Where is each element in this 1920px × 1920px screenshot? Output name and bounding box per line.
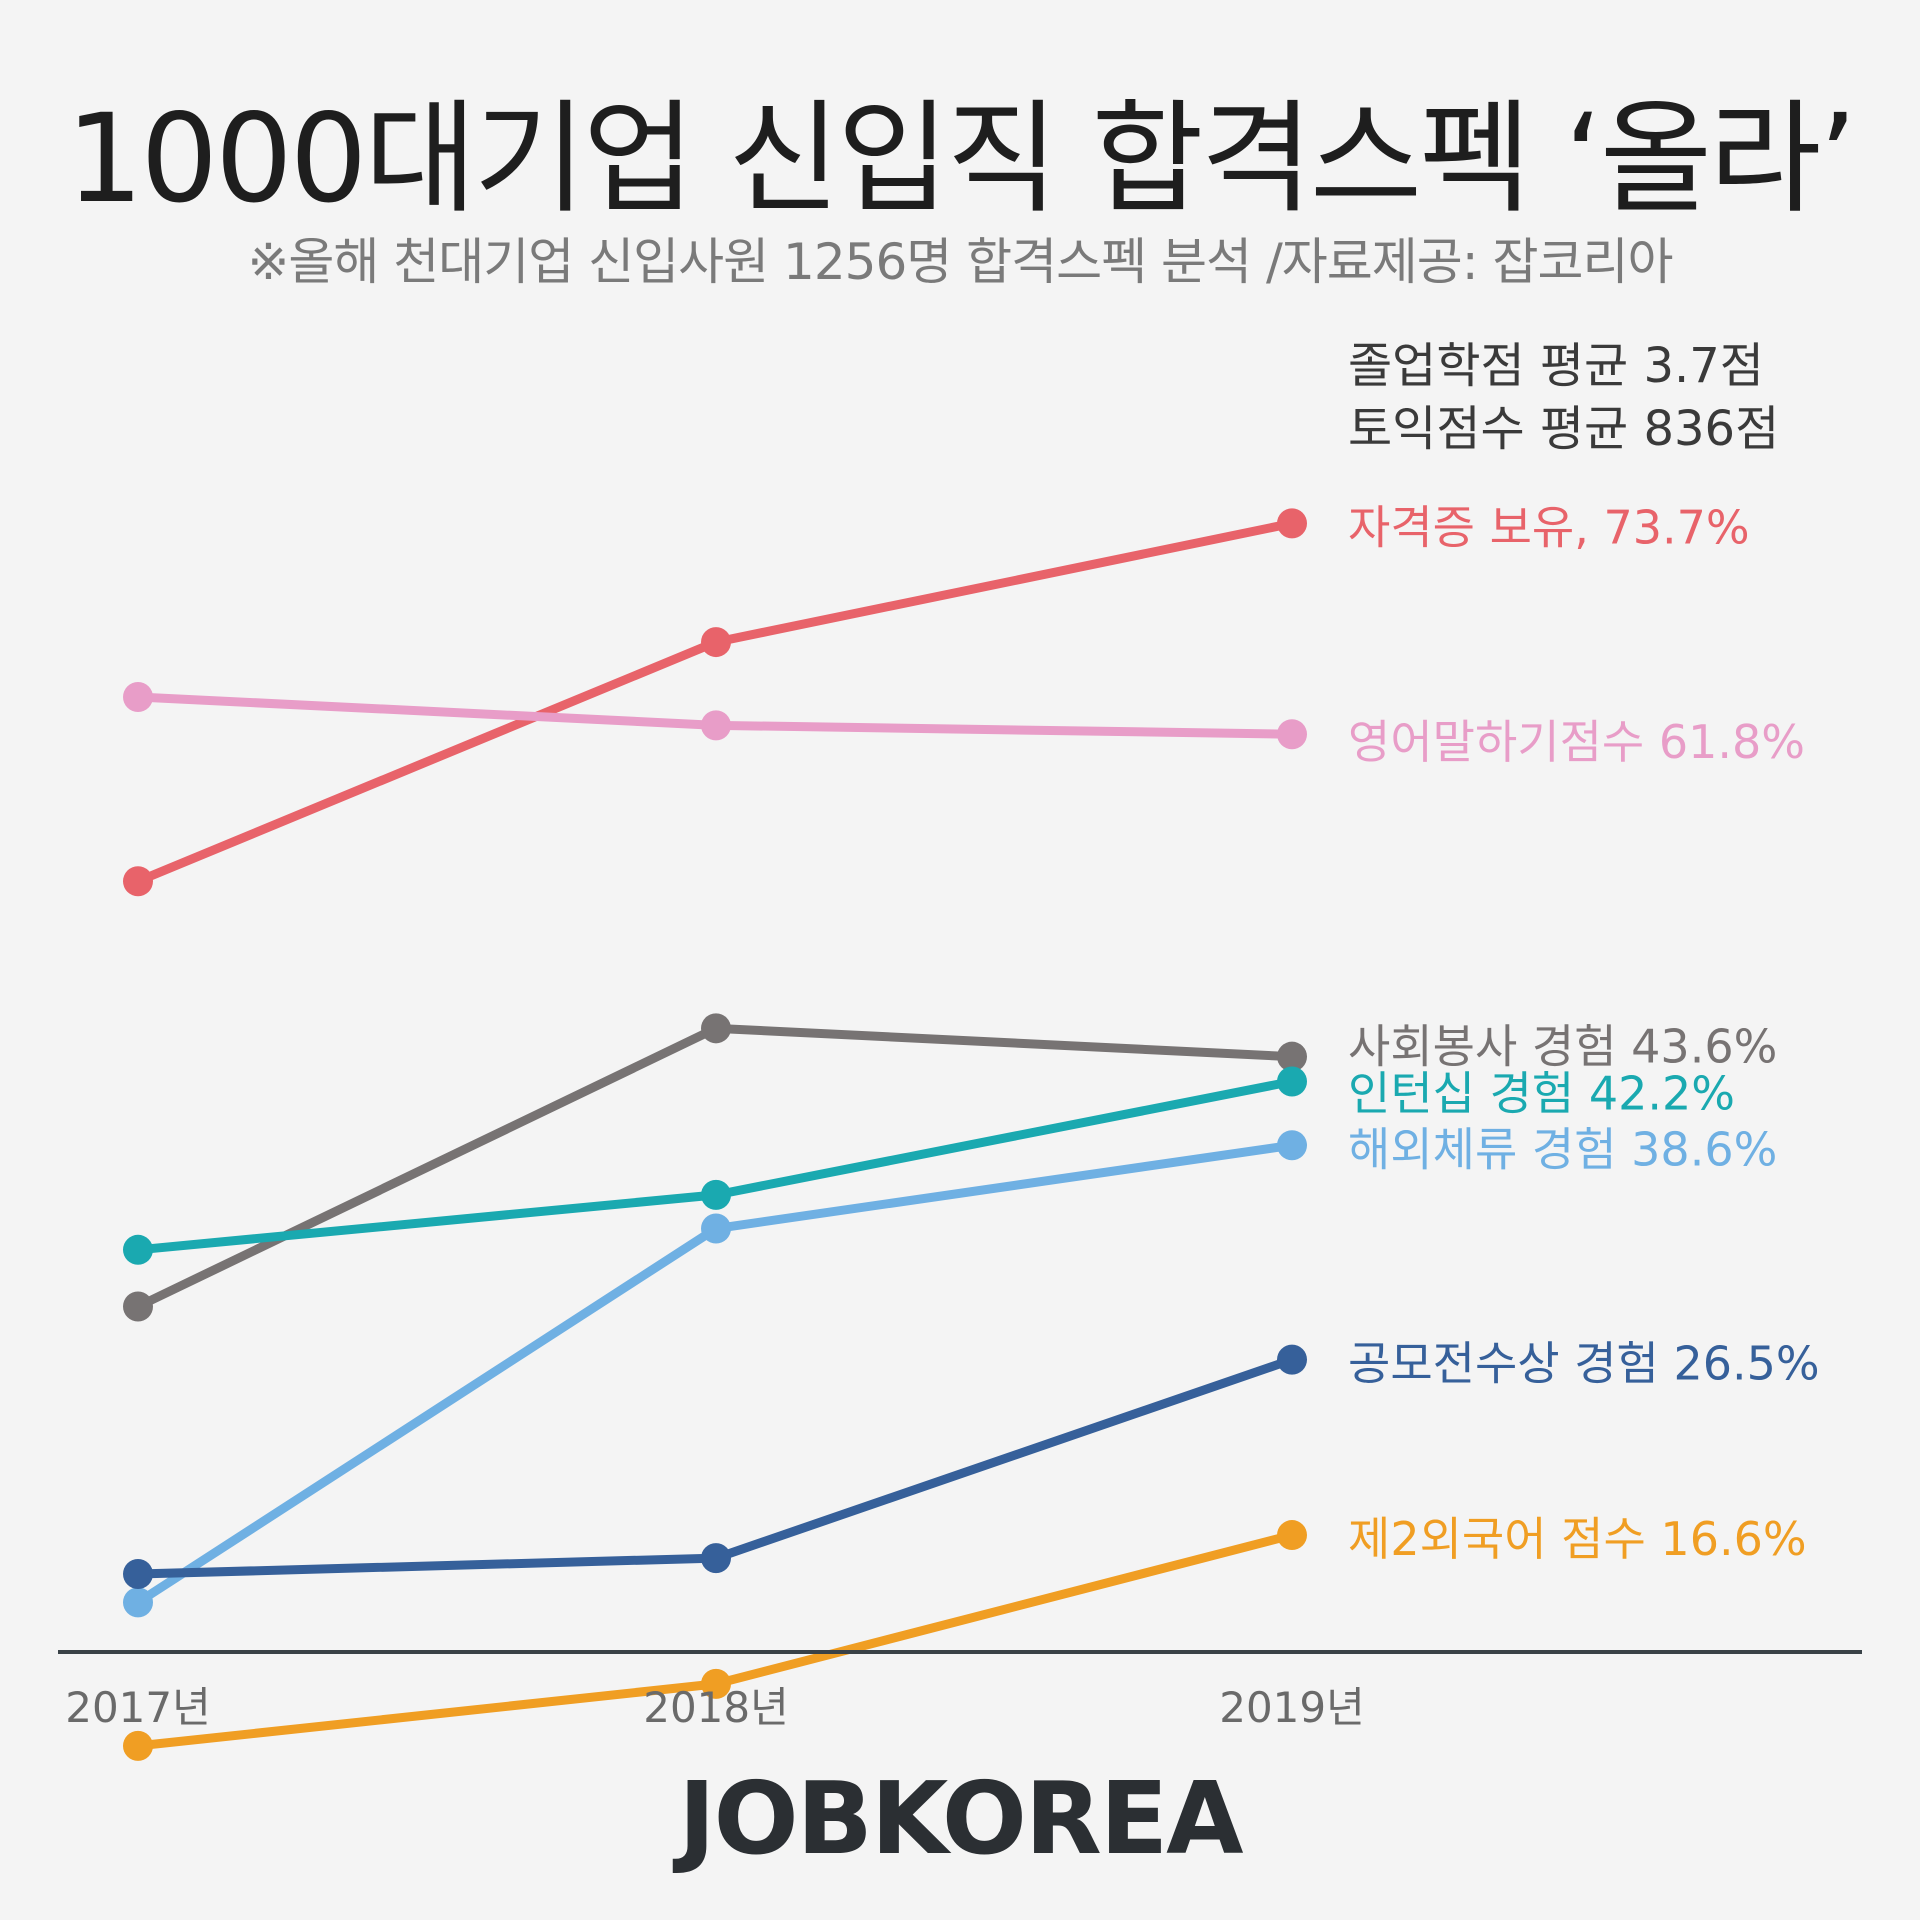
jobkorea-logo: JOBKOREA	[678, 1760, 1243, 1877]
data-point-4-1	[701, 1213, 731, 1244]
series-label-2: 사회봉사 경험 43.6%	[1348, 1020, 1777, 1074]
series-points	[123, 508, 1307, 1761]
data-point-0-2	[1277, 508, 1307, 539]
series-labels: 자격증 보유, 73.7% 영어말하기점수 61.8% 사회봉사 경험 43.6%인…	[1348, 500, 1820, 1566]
data-point-1-1	[701, 710, 731, 741]
chart-subtitle: ※올해 천대기업 신입사원 1256명 합격스펙 분석 /자료제공: 잡코리아	[247, 233, 1673, 291]
series-label-3: 인턴십 경험 42.2%	[1348, 1066, 1735, 1120]
info-line-gpa: 졸업학점 평균 3.7점	[1348, 338, 1764, 394]
series-label-5: 공모전수상 경험 26.5%	[1348, 1337, 1820, 1391]
series-label-4: 해외체류 경험 38.6%	[1348, 1122, 1777, 1176]
data-point-2-0	[123, 1291, 153, 1322]
data-point-1-0	[123, 682, 153, 713]
x-axis-ticks: 2017년 2018년 2019년	[65, 1683, 1365, 1732]
data-point-0-0	[123, 866, 153, 897]
data-point-6-1	[701, 1668, 731, 1699]
chart-title: 1000대기업 신입직 합격스펙 ‘올라’	[65, 88, 1857, 230]
data-point-3-2	[1277, 1066, 1307, 1097]
info-lines: 졸업학점 평균 3.7점 토익점수 평균 836점	[1348, 338, 1779, 457]
series-label-0: 자격증 보유, 73.7%	[1348, 500, 1750, 554]
data-point-3-0	[123, 1234, 153, 1265]
series-line-5	[133, 1355, 1297, 1579]
data-point-4-2	[1277, 1130, 1307, 1161]
x-tick-label-0: 2017년	[65, 1683, 211, 1732]
data-point-1-2	[1277, 719, 1307, 750]
x-tick-label-1: 2018년	[643, 1683, 789, 1732]
data-point-0-1	[701, 627, 731, 658]
series-label-6: 제2외국어 점수 16.6%	[1348, 1512, 1807, 1566]
data-point-3-1	[701, 1179, 731, 1210]
series-label-1: 영어말하기점수 61.8%	[1348, 715, 1805, 769]
data-point-5-1	[701, 1543, 731, 1574]
data-point-5-0	[123, 1559, 153, 1590]
data-point-2-2	[1277, 1041, 1307, 1072]
data-point-4-0	[123, 1587, 153, 1618]
data-point-6-2	[1277, 1520, 1307, 1551]
data-point-6-0	[123, 1730, 153, 1761]
data-point-5-2	[1277, 1344, 1307, 1375]
data-point-2-1	[701, 1013, 731, 1044]
info-line-toeic: 토익점수 평균 836점	[1348, 401, 1779, 457]
x-tick-label-2: 2019년	[1219, 1683, 1365, 1732]
